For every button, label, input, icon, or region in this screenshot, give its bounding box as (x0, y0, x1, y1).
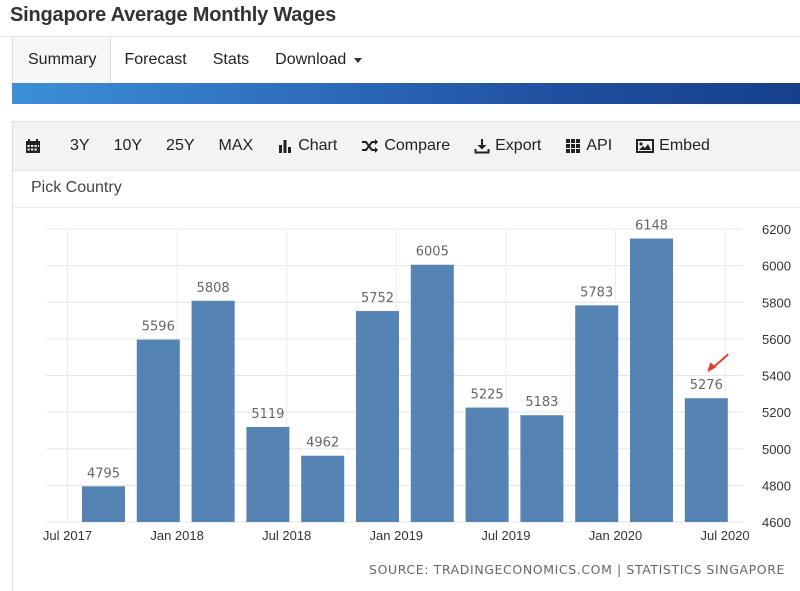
bar (191, 300, 235, 522)
calendar-icon (26, 139, 40, 153)
bar-value-label: 6005 (416, 245, 449, 260)
bar (575, 305, 619, 522)
download-icon (474, 139, 490, 154)
bar (82, 486, 125, 522)
bar (246, 426, 290, 522)
bar (684, 398, 728, 522)
chart-label: Chart (298, 137, 338, 154)
bar-value-label: 5752 (361, 291, 394, 306)
shuffle-icon (362, 139, 379, 153)
bar-value-label: 5808 (197, 281, 230, 296)
grid-icon (566, 139, 581, 153)
bar-value-label: 4962 (306, 436, 339, 451)
x-tick-label: Jul 2017 (43, 528, 92, 543)
bar-chart-icon (279, 140, 292, 153)
bar-value-label: 5225 (471, 388, 504, 403)
x-tick-label: Jan 2020 (589, 528, 643, 543)
range-max-label: MAX (218, 137, 254, 154)
bar-value-label: 4795 (87, 466, 120, 481)
tab-summary-label: Summary (28, 51, 97, 68)
y-tick-label: 6000 (762, 259, 791, 274)
calendar-button[interactable] (13, 138, 58, 154)
y-tick-label: 5400 (762, 369, 791, 384)
x-tick-label: Jul 2019 (481, 528, 530, 543)
bar-value-label: 5183 (525, 395, 558, 410)
caret-down-icon (354, 57, 363, 63)
bar (136, 339, 180, 522)
tab-forecast[interactable]: Forecast (111, 37, 199, 83)
range-3y-label: 3Y (70, 137, 90, 154)
export-button[interactable]: Export (462, 137, 553, 155)
bar-value-label: 5276 (690, 378, 723, 393)
bar (301, 455, 345, 522)
y-tick-label: 5000 (762, 442, 791, 457)
compare-label: Compare (384, 137, 451, 154)
chart-button[interactable]: Chart (265, 137, 349, 155)
pick-country-link[interactable]: Pick Country (31, 179, 122, 196)
bar (410, 264, 454, 522)
x-tick-label: Jan 2018 (150, 528, 204, 543)
title-divider (0, 36, 800, 37)
bar (630, 238, 673, 522)
tab-forecast-label: Forecast (124, 51, 187, 68)
source-note: SOURCE: TRADINGECONOMICS.COM | STATISTIC… (369, 562, 785, 577)
chart-toolbar: 3Y 10Y 25Y MAX Chart Compare Export (13, 121, 800, 171)
bar-value-label: 5783 (580, 285, 613, 300)
bar (356, 311, 399, 522)
embed-button[interactable]: Embed (624, 137, 722, 155)
bar (520, 415, 564, 522)
y-tick-label: 6200 (762, 222, 791, 237)
image-icon (636, 139, 655, 153)
y-tick-label: 4800 (762, 478, 791, 493)
x-tick-label: Jan 2019 (370, 528, 424, 543)
y-tick-label: 4600 (762, 515, 791, 530)
range-3y-button[interactable]: 3Y (58, 137, 102, 155)
highlight-arrow-shaft (711, 353, 729, 369)
bar-value-label: 6148 (635, 219, 668, 234)
x-tick-label: Jul 2018 (262, 528, 311, 543)
tab-download-label: Download (275, 51, 347, 68)
api-button[interactable]: API (553, 137, 624, 155)
highlight-arrow-head (707, 362, 717, 373)
range-10y-button[interactable]: 10Y (102, 137, 154, 155)
bar-value-label: 5119 (251, 407, 284, 422)
range-10y-label: 10Y (113, 137, 143, 154)
page-title: Singapore Average Monthly Wages (10, 4, 337, 26)
range-max-button[interactable]: MAX (207, 137, 266, 155)
x-tick-label: Jul 2020 (701, 528, 750, 543)
picker-divider (13, 207, 800, 208)
bar (465, 407, 509, 522)
compare-button[interactable]: Compare (349, 137, 462, 155)
header-accent-bar (12, 83, 800, 104)
y-tick-label: 5800 (762, 295, 791, 310)
y-tick-label: 5600 (762, 332, 791, 347)
tab-stats[interactable]: Stats (200, 37, 262, 83)
api-label: API (586, 137, 613, 154)
range-25y-label: 25Y (166, 137, 195, 154)
tab-stats-label: Stats (212, 51, 250, 68)
chart-panel: 3Y 10Y 25Y MAX Chart Compare Export (12, 121, 800, 591)
bar-value-label: 5596 (142, 320, 175, 335)
range-25y-button[interactable]: 25Y (154, 137, 206, 155)
y-tick-label: 5200 (762, 405, 791, 420)
export-label: Export (495, 137, 542, 154)
tab-bar: Summary Forecast Stats Download (12, 37, 800, 83)
embed-label: Embed (659, 137, 710, 154)
tab-download[interactable]: Download (262, 37, 375, 83)
tab-summary[interactable]: Summary (12, 37, 112, 83)
